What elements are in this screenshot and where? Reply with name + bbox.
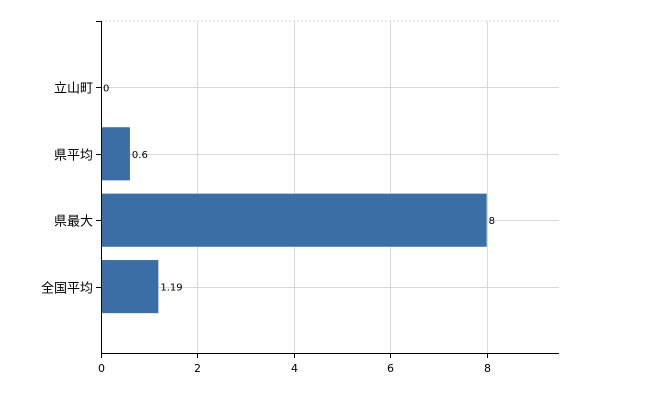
axes-layer	[96, 21, 559, 358]
data-label-0: 0	[103, 83, 109, 94]
data-label-1: 0.6	[132, 150, 148, 161]
category-label-2: 県最大	[54, 215, 93, 230]
grid-layer	[101, 20, 559, 353]
data-label-3: 1.19	[160, 283, 182, 294]
category-label-3: 全国平均	[41, 281, 93, 297]
bar-2	[101, 193, 487, 247]
bar-1	[101, 127, 130, 181]
x-tick-label-2: 4	[291, 362, 298, 375]
x-tick-label-3: 6	[387, 362, 394, 375]
x-tick-label-1: 2	[194, 362, 201, 375]
x-tick-label-0: 0	[98, 362, 105, 375]
bar-3	[101, 260, 159, 314]
x-tick-label-4: 8	[484, 362, 491, 375]
bars-layer	[101, 127, 487, 314]
category-label-0: 立山町	[54, 82, 93, 97]
data-label-2: 8	[489, 216, 495, 227]
category-label-1: 県平均	[54, 149, 93, 164]
